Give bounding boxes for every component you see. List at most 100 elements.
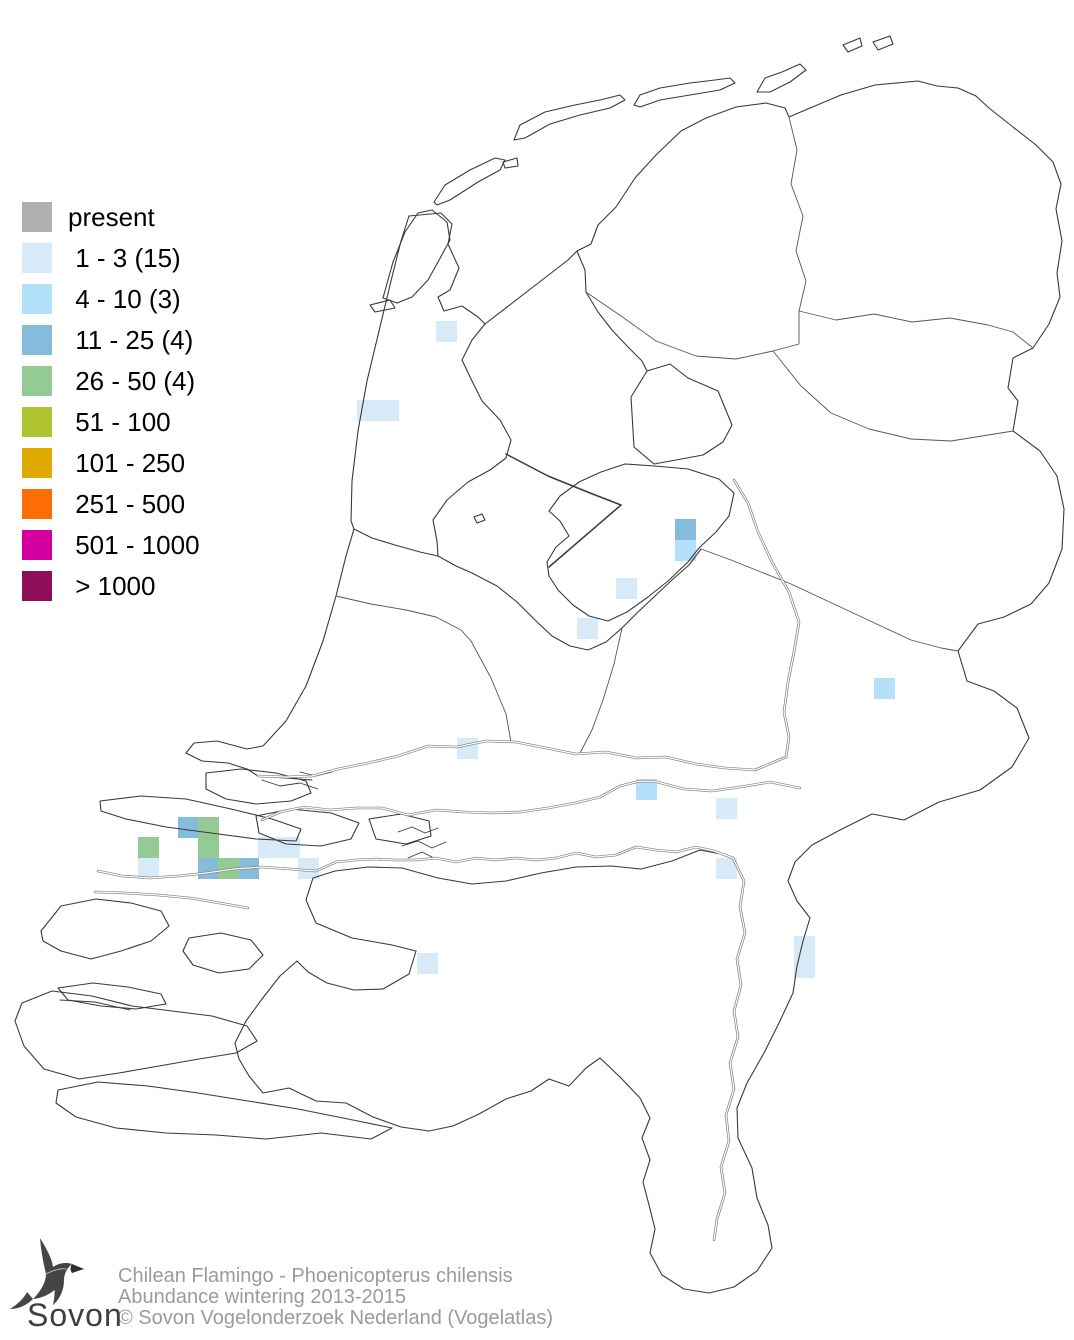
- houtribdijk: [505, 453, 622, 506]
- sovon-logo-bird-icon: [10, 1238, 84, 1309]
- abundance-cell: [716, 858, 737, 879]
- abundance-cell: [794, 957, 815, 978]
- island-schiermonnikoog: [756, 63, 807, 93]
- rivers-group: [93, 478, 802, 1242]
- abundance-legend: present 1 - 3 (15) 4 - 10 (3) 11 - 25 (4…: [22, 202, 200, 612]
- flevoland: [546, 463, 735, 622]
- legend-swatch: [22, 243, 52, 273]
- ijsselmeer-west-shore: [353, 323, 512, 557]
- island-hoeksche-waard: [255, 808, 360, 847]
- abundance-cell: [258, 837, 279, 858]
- island-rottumeroog: [872, 35, 894, 51]
- legend-row-2: 4 - 10 (3): [22, 284, 200, 314]
- biesbosch-detail: [397, 826, 447, 860]
- border-zh-utrecht: [470, 640, 512, 743]
- legend-row-6: 101 - 250: [22, 448, 200, 478]
- legend-row-5: 51 - 100: [22, 407, 200, 437]
- zeeuws-vlaanderen: [55, 1081, 393, 1140]
- legend-label: 251 - 500: [68, 489, 186, 519]
- border-nh-zh: [335, 595, 472, 642]
- abundance-cell: [378, 400, 399, 421]
- veerse-meer-detail: [59, 999, 131, 1011]
- abundance-cell: [794, 936, 815, 957]
- island-marken: [473, 513, 486, 524]
- island-noord-beveland: [57, 982, 167, 1010]
- abundance-cell: [716, 798, 737, 819]
- caption-copyright: © Sovon Vogelonderzoek Nederland (Vogela…: [118, 1307, 554, 1329]
- legend-label: present: [68, 202, 155, 232]
- abundance-cell: [298, 858, 319, 879]
- ij-amsterdam: [437, 555, 473, 574]
- mainland-outline: [234, 80, 1065, 1294]
- oostvaardersdijk: [548, 504, 622, 568]
- west-coast: [185, 215, 410, 781]
- island-tholen: [182, 932, 264, 974]
- island-vlieland: [433, 157, 506, 206]
- noordoostpolder: [630, 363, 733, 465]
- island-texel: [382, 209, 451, 304]
- legend-swatch: [22, 571, 52, 601]
- abundance-cell: [198, 858, 219, 879]
- legend-swatch: [22, 366, 52, 396]
- legend-label: > 1000: [68, 571, 156, 601]
- island-dordrecht: [368, 813, 432, 845]
- legend-row-8: 501 - 1000: [22, 530, 200, 560]
- randmeren-shore: [471, 548, 702, 651]
- abundance-cell: [138, 858, 159, 879]
- map-captions: Chilean Flamingo - Phoenicopterus chilen…: [118, 1266, 553, 1329]
- island-schouwen-duiveland: [40, 898, 170, 960]
- abundance-cell: [577, 618, 598, 639]
- legend-row-9: > 1000: [22, 571, 200, 601]
- border-utrecht-gelderland: [579, 627, 623, 754]
- legend-swatch: [22, 284, 52, 314]
- border-overijssel-gelderland: [700, 548, 959, 652]
- abundance-cell: [198, 817, 219, 838]
- legend-row-0: present: [22, 202, 200, 232]
- legend-swatch: [22, 202, 52, 232]
- legend-label: 501 - 1000: [68, 530, 200, 560]
- legend-swatch: [22, 530, 52, 560]
- legend-label: 51 - 100: [68, 407, 171, 437]
- legend-swatch: [22, 325, 52, 355]
- abundance-cell: [417, 953, 438, 974]
- abundance-cell: [279, 837, 300, 858]
- legend-swatch: [22, 407, 52, 437]
- abundance-cell: [138, 837, 159, 858]
- abundance-cell: [436, 321, 457, 342]
- border-groningen-drenthe: [798, 310, 1034, 349]
- abundance-cell: [616, 578, 637, 599]
- abundance-cell: [636, 779, 657, 800]
- abundance-cell: [874, 678, 895, 699]
- abundance-squares-layer: [138, 321, 895, 978]
- legend-label: 1 - 3 (15): [68, 243, 181, 273]
- friesland-ijsselmeer-shore: [576, 250, 648, 372]
- legend-label: 101 - 250: [68, 448, 186, 478]
- legend-row-3: 11 - 25 (4): [22, 325, 200, 355]
- legend-label: 4 - 10 (3): [68, 284, 181, 314]
- sovon-logo-text: Sovon: [27, 1297, 123, 1333]
- abundance-cell: [198, 837, 219, 858]
- island-ameland: [633, 77, 736, 108]
- legend-row-1: 1 - 3 (15): [22, 243, 200, 273]
- island-voorne-putten: [205, 768, 312, 805]
- border-friesland-south: [585, 291, 800, 360]
- island-rottumerplaat: [842, 37, 863, 53]
- legend-swatch: [22, 489, 52, 519]
- island-richel: [502, 157, 519, 169]
- island-walcheren-zuid-beveland: [14, 990, 258, 1080]
- legend-swatch: [22, 448, 52, 478]
- caption-species: Chilean Flamingo - Phoenicopterus chilen…: [118, 1265, 513, 1287]
- province-borders-group: [335, 116, 1034, 754]
- legend-row-7: 251 - 500: [22, 489, 200, 519]
- abundance-cell: [675, 519, 696, 540]
- caption-season: Abundance wintering 2013-2015: [118, 1286, 406, 1308]
- abundance-cell: [675, 540, 696, 561]
- coastline-group: [14, 35, 1065, 1294]
- abundance-cell: [457, 738, 478, 759]
- legend-label: 26 - 50 (4): [68, 366, 196, 396]
- island-terschelling: [513, 94, 626, 141]
- legend-label: 11 - 25 (4): [68, 325, 194, 355]
- abundance-cell: [178, 817, 199, 838]
